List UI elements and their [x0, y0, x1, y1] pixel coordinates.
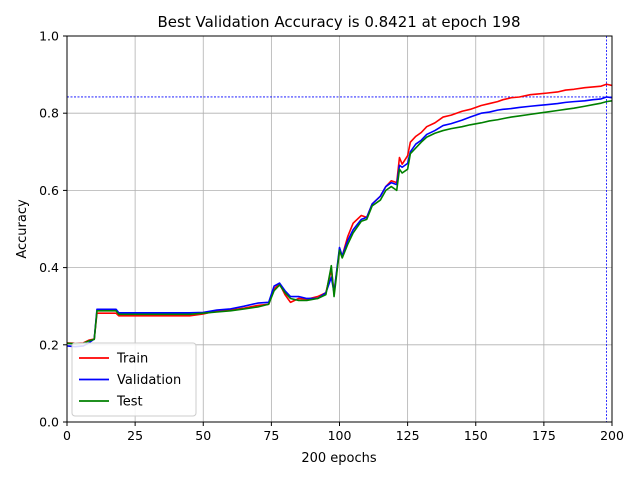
y-tick-label: 0.0 [39, 415, 59, 430]
legend: Train Validation Test [71, 342, 197, 417]
legend-label-train: Train [116, 352, 148, 367]
x-tick-label: 150 [464, 428, 488, 443]
series-lines [67, 83, 612, 348]
y-tick-label: 1.0 [39, 29, 59, 44]
x-tick-label: 75 [263, 428, 279, 443]
chart-title: Best Validation Accuracy is 0.8421 at ep… [158, 13, 521, 31]
x-tick-label: 0 [63, 428, 71, 443]
y-tick-label: 0.2 [39, 337, 59, 352]
x-tick-label: 175 [532, 428, 556, 443]
y-tick-label: 0.4 [39, 260, 59, 275]
legend-box [71, 342, 197, 417]
y-tick-label: 0.8 [39, 106, 59, 121]
x-tick-label: 25 [127, 428, 143, 443]
x-tick-label: 50 [195, 428, 211, 443]
x-axis-label: 200 epochs [301, 451, 377, 466]
legend-label-validation: Validation [117, 373, 181, 388]
y-axis-ticks: 0.0 0.2 0.4 0.6 0.8 1.0 [39, 29, 67, 430]
x-tick-label: 100 [328, 428, 352, 443]
series-line-test [67, 100, 612, 345]
legend-label-test: Test [116, 395, 143, 410]
x-tick-label: 125 [396, 428, 420, 443]
x-tick-label: 200 [600, 428, 624, 443]
x-axis-ticks: 0 25 50 75 100 125 150 175 200 [63, 422, 624, 443]
best-epoch-markers [67, 36, 612, 422]
y-tick-label: 0.6 [39, 183, 59, 198]
y-axis-label: Accuracy [15, 199, 30, 259]
